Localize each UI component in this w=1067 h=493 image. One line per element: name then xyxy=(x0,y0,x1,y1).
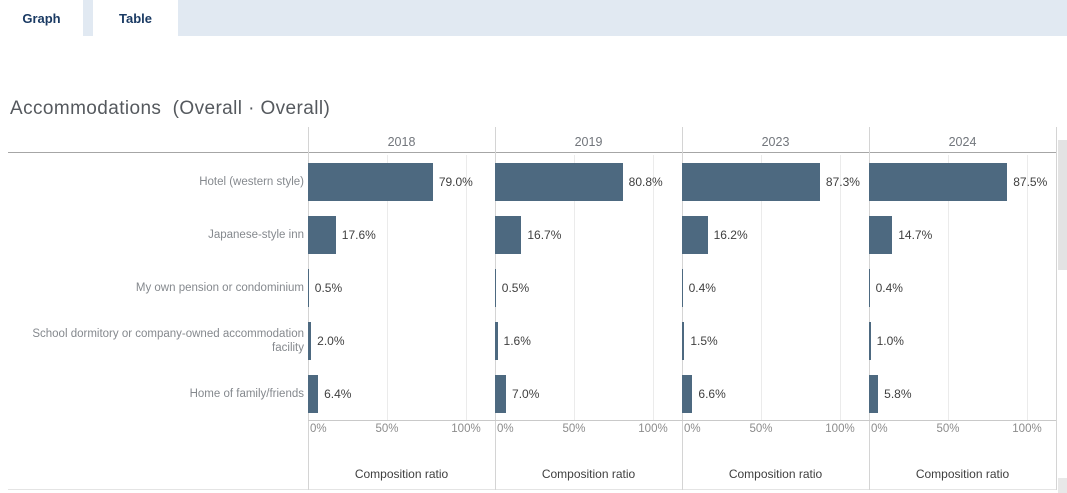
page-title: Accommodations (Overall · Overall) xyxy=(10,98,331,119)
x-axis-title: Composition ratio xyxy=(354,467,449,481)
gridline-50 xyxy=(761,155,762,420)
category-label[interactable]: School dormitory or company-owned accomm… xyxy=(32,328,304,355)
x-tick-100: 100% xyxy=(638,423,668,435)
bar[interactable] xyxy=(495,375,507,414)
x-tick-100: 100% xyxy=(1012,423,1042,435)
bar-value-label: 17.6% xyxy=(341,227,376,242)
bar-value-label: 79.0% xyxy=(438,174,473,189)
bar[interactable] xyxy=(308,322,312,361)
bar[interactable] xyxy=(308,375,319,414)
category-label[interactable]: Home of family/friends xyxy=(189,388,304,401)
bar[interactable] xyxy=(682,269,683,307)
year-header: 2018 xyxy=(387,135,416,149)
bar[interactable] xyxy=(308,215,336,254)
bar-value-label: 5.8% xyxy=(884,387,912,402)
bar[interactable] xyxy=(869,215,893,254)
x-axis-title: Composition ratio xyxy=(541,467,636,481)
bar-value-label: 7.0% xyxy=(512,387,540,402)
x-tick-100: 100% xyxy=(451,423,481,435)
gridline-50 xyxy=(387,155,388,420)
x-tick-50: 50% xyxy=(562,423,586,435)
x-tick-50: 50% xyxy=(749,423,773,435)
x-axis-line xyxy=(308,420,1056,421)
x-axis-title: Composition ratio xyxy=(728,467,823,481)
panel-divider xyxy=(495,127,496,490)
year-header: 2019 xyxy=(574,135,603,149)
x-tick-0: 0% xyxy=(684,423,701,435)
bar-value-label: 2.0% xyxy=(317,334,345,349)
gridline-100 xyxy=(653,155,654,420)
year-header: 2023 xyxy=(761,135,790,149)
bar[interactable] xyxy=(869,269,870,307)
x-tick-50: 50% xyxy=(936,423,960,435)
panel-divider xyxy=(869,127,870,490)
bar-value-label: 0.4% xyxy=(688,281,716,295)
panel-divider xyxy=(1056,127,1057,490)
year-header: 2024 xyxy=(948,135,977,149)
gridline-100 xyxy=(466,155,467,420)
bar-value-label: 6.6% xyxy=(698,387,726,402)
category-label[interactable]: Hotel (western style) xyxy=(199,175,304,188)
bar-value-label: 87.3% xyxy=(825,174,860,189)
category-label[interactable]: My own pension or condominium xyxy=(135,281,304,294)
scrollbar-bottom[interactable] xyxy=(1058,478,1067,493)
bar-value-label: 16.7% xyxy=(527,227,562,242)
bar[interactable] xyxy=(308,269,309,307)
tab-graph[interactable]: Graph xyxy=(0,0,83,36)
header-separator-line xyxy=(8,152,1056,153)
bar-value-label: 0.5% xyxy=(314,281,343,295)
bar-value-label: 80.8% xyxy=(628,174,663,189)
gridline-100 xyxy=(1027,155,1028,420)
bar[interactable] xyxy=(495,269,496,307)
bar[interactable] xyxy=(682,322,685,361)
bar-value-label: 1.5% xyxy=(690,334,718,349)
bar[interactable] xyxy=(682,162,820,201)
bar[interactable] xyxy=(308,162,433,201)
bar-value-label: 0.4% xyxy=(875,281,903,295)
bar[interactable] xyxy=(869,375,879,414)
bar-value-label: 6.4% xyxy=(324,387,352,402)
gridline-100 xyxy=(840,155,841,420)
x-tick-50: 50% xyxy=(375,423,399,435)
x-tick-0: 0% xyxy=(871,423,888,435)
bar[interactable] xyxy=(869,322,871,361)
bar[interactable] xyxy=(869,162,1008,201)
x-tick-0: 0% xyxy=(497,423,514,435)
bar-value-label: 0.5% xyxy=(501,281,530,295)
tab-table[interactable]: Table xyxy=(93,0,178,36)
bar-value-label: 87.5% xyxy=(1013,174,1048,189)
bar[interactable] xyxy=(495,215,522,254)
chart-bottom-line xyxy=(8,489,1056,490)
x-axis-title: Composition ratio xyxy=(915,467,1010,481)
bar[interactable] xyxy=(682,375,693,414)
scrollbar-thumb[interactable] xyxy=(1058,140,1067,270)
bar[interactable] xyxy=(495,322,498,361)
bar-value-label: 1.0% xyxy=(876,334,904,349)
bar[interactable] xyxy=(682,215,708,254)
bar-value-label: 16.2% xyxy=(713,227,748,242)
panel-divider xyxy=(682,127,683,490)
x-tick-100: 100% xyxy=(825,423,855,435)
x-tick-0: 0% xyxy=(310,423,327,435)
gridline-50 xyxy=(574,155,575,420)
bar-value-label: 1.6% xyxy=(503,334,531,349)
category-label[interactable]: Japanese-style inn xyxy=(208,228,304,241)
tab-bar: Graph Table xyxy=(0,0,1067,36)
bar-value-label: 14.7% xyxy=(898,227,933,242)
gridline-50 xyxy=(948,155,949,420)
bar[interactable] xyxy=(495,162,623,201)
panel-divider xyxy=(308,127,309,490)
